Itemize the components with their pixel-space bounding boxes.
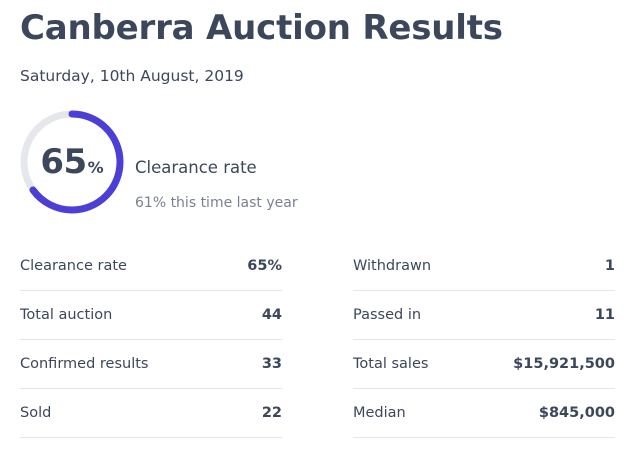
stat-row-median: Median $845,000 xyxy=(353,389,615,438)
stat-label: Total auction xyxy=(20,307,113,323)
clearance-rate-gauge: 65% xyxy=(20,110,124,214)
stat-row-clearance-rate: Clearance rate 65% xyxy=(20,242,282,291)
gauge-value: 65% xyxy=(20,110,124,214)
page-title: Canberra Auction Results xyxy=(20,8,503,48)
stat-label: Total sales xyxy=(353,356,429,372)
stat-value: $15,921,500 xyxy=(513,356,615,372)
stat-value: 65% xyxy=(247,258,282,274)
stat-row-withdrawn: Withdrawn 1 xyxy=(353,242,615,291)
stat-row-sold: Sold 22 xyxy=(20,389,282,438)
stats-right-list: Withdrawn 1 Passed in 11 Total sales $15… xyxy=(353,242,615,438)
auction-date: Saturday, 10th August, 2019 xyxy=(20,67,244,85)
stat-value: 22 xyxy=(261,405,282,421)
stat-row-confirmed-results: Confirmed results 33 xyxy=(20,340,282,389)
clearance-rate-label: Clearance rate xyxy=(135,158,257,177)
gauge-ring xyxy=(20,110,124,214)
gauge-progress-arc xyxy=(20,110,124,214)
stat-label: Clearance rate xyxy=(20,258,127,274)
stat-value: 44 xyxy=(261,307,282,323)
stat-label: Passed in xyxy=(353,307,422,323)
stat-value: 11 xyxy=(594,307,615,323)
stats-left-list: Clearance rate 65% Total auction 44 Conf… xyxy=(20,242,282,438)
stat-value: $845,000 xyxy=(538,405,615,421)
stat-row-total-sales: Total sales $15,921,500 xyxy=(353,340,615,389)
stat-label: Median xyxy=(353,405,406,421)
gauge-number: 65 xyxy=(40,142,87,182)
stat-label: Withdrawn xyxy=(353,258,432,274)
stat-row-total-auction: Total auction 44 xyxy=(20,291,282,340)
last-year-comparison: 61% this time last year xyxy=(135,195,298,211)
stat-value: 1 xyxy=(604,258,615,274)
stat-label: Sold xyxy=(20,405,52,421)
stat-row-passed-in: Passed in 11 xyxy=(353,291,615,340)
gauge-percent-sign: % xyxy=(87,157,104,177)
stat-label: Confirmed results xyxy=(20,356,149,372)
stat-value: 33 xyxy=(261,356,282,372)
